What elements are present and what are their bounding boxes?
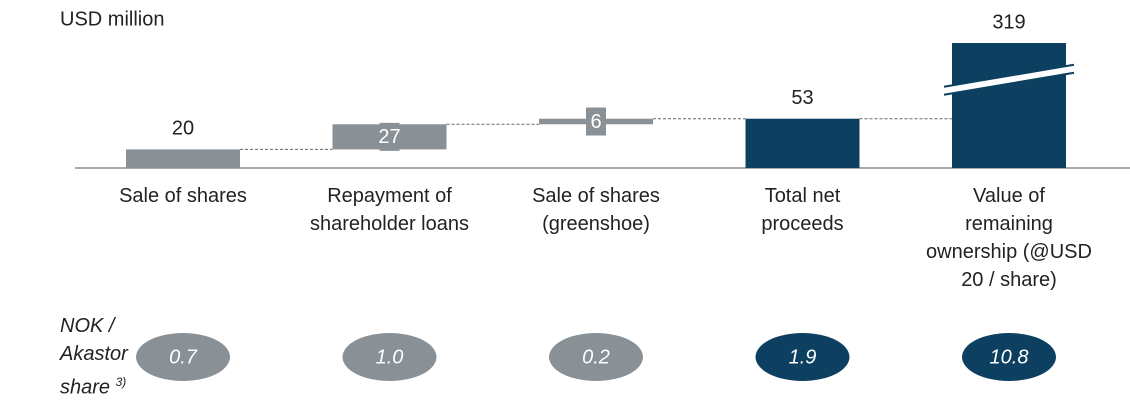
per-share-label: NOK / Akastor share 3) <box>60 312 140 402</box>
per-share-bubble <box>342 333 437 381</box>
category-label: Value of remaining ownership (@USD 20 / … <box>926 185 1092 291</box>
per-share-bubble <box>549 333 643 381</box>
per-share-value: 0.2 <box>582 346 610 368</box>
unit-label: USD million <box>60 8 164 30</box>
per-share-bubble <box>755 333 850 381</box>
bar <box>126 149 240 168</box>
value-label: 6 <box>590 111 601 133</box>
category-label: Sale of shares (greenshoe) <box>532 185 660 235</box>
per-share-value: 1.0 <box>376 346 404 368</box>
per-share-text: NOK / Akastor share <box>60 315 128 399</box>
per-share-value: 1.9 <box>789 346 817 368</box>
category-label: Repayment of shareholder loans <box>310 185 469 235</box>
value-label-box <box>586 107 606 136</box>
value-label: 27 <box>378 126 400 148</box>
per-share-value: 10.8 <box>990 346 1029 368</box>
value-label: 20 <box>172 118 194 140</box>
per-share-bubble <box>962 333 1056 381</box>
category-label: Total net proceeds <box>761 185 844 235</box>
axis-break-line <box>943 71 1075 96</box>
per-share-value: 0.7 <box>169 346 198 368</box>
bar <box>745 118 860 168</box>
value-label: 319 <box>992 11 1025 33</box>
footnote: 3) <box>115 375 127 389</box>
per-share-bubble <box>136 333 230 381</box>
axis-break-line <box>943 63 1075 88</box>
value-label-box <box>379 122 400 151</box>
category-label: Sale of shares <box>119 185 247 207</box>
bar <box>952 43 1066 168</box>
value-label: 53 <box>791 87 813 109</box>
axis-break <box>944 64 1074 95</box>
